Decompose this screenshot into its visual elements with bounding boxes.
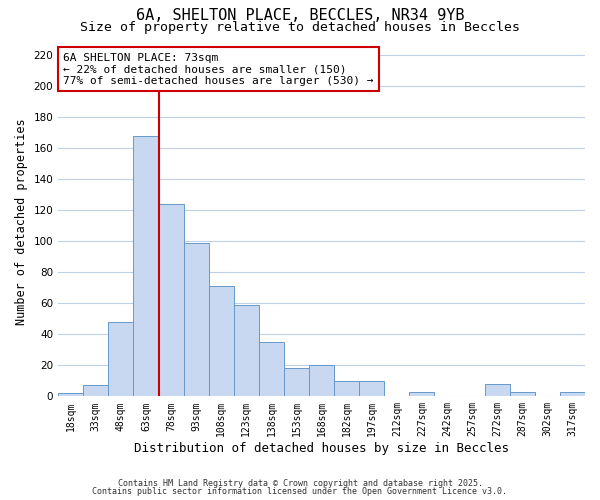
Bar — [309, 366, 334, 396]
Text: 6A, SHELTON PLACE, BECCLES, NR34 9YB: 6A, SHELTON PLACE, BECCLES, NR34 9YB — [136, 8, 464, 22]
Text: Size of property relative to detached houses in Beccles: Size of property relative to detached ho… — [80, 21, 520, 34]
Bar — [158, 204, 184, 396]
Bar — [510, 392, 535, 396]
Text: Contains HM Land Registry data © Crown copyright and database right 2025.: Contains HM Land Registry data © Crown c… — [118, 478, 482, 488]
Bar — [284, 368, 309, 396]
Bar — [485, 384, 510, 396]
Bar — [259, 342, 284, 396]
Bar — [409, 392, 434, 396]
Bar — [234, 305, 259, 396]
Bar — [184, 243, 209, 396]
Bar — [83, 386, 109, 396]
Y-axis label: Number of detached properties: Number of detached properties — [15, 118, 28, 325]
Bar — [209, 286, 234, 397]
Text: Contains public sector information licensed under the Open Government Licence v3: Contains public sector information licen… — [92, 487, 508, 496]
X-axis label: Distribution of detached houses by size in Beccles: Distribution of detached houses by size … — [134, 442, 509, 455]
Bar — [334, 381, 359, 396]
Bar — [109, 322, 133, 396]
Bar — [560, 392, 585, 396]
Bar — [58, 393, 83, 396]
Bar — [359, 381, 385, 396]
Bar — [133, 136, 158, 396]
Text: 6A SHELTON PLACE: 73sqm
← 22% of detached houses are smaller (150)
77% of semi-d: 6A SHELTON PLACE: 73sqm ← 22% of detache… — [64, 52, 374, 86]
